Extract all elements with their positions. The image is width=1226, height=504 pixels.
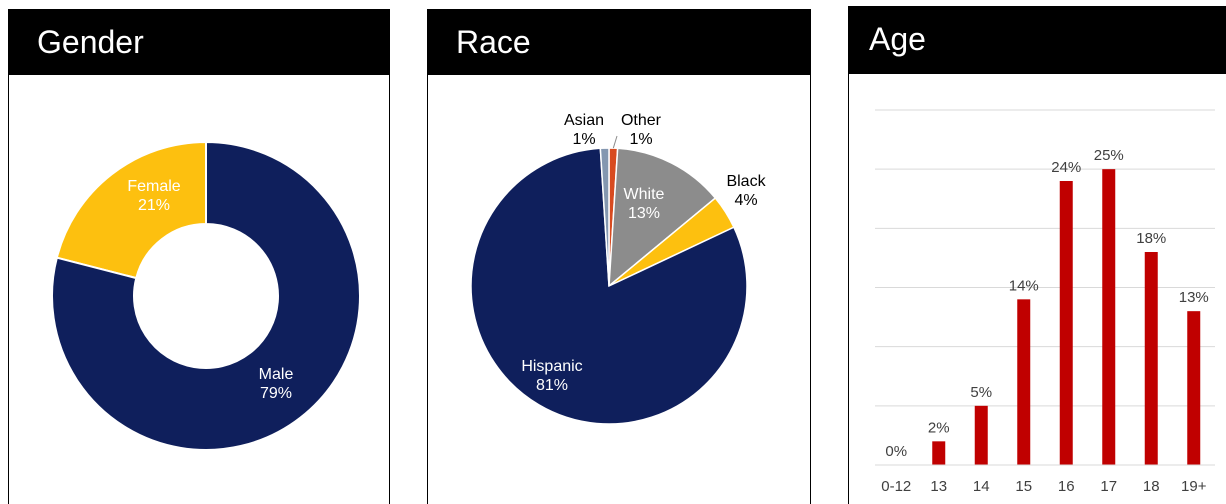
age-panel: Age 0% 0-12 2% 13 5% 14 14% 15 24% 16 25% 17 18% 18 13…: [848, 6, 1226, 504]
age-value-label-15: 14%: [1009, 277, 1039, 294]
age-tick-label-0-12: 0-12: [881, 478, 911, 495]
gender-donut-chart: Female 21% Male 79%: [51, 140, 361, 451]
age-header: Age: [849, 6, 1226, 74]
gender-panel: Gender Female 21% Male 79%: [8, 9, 390, 504]
age-tick-label-18: 18: [1143, 478, 1160, 495]
gender-title: Gender: [37, 24, 144, 60]
race-slice-black-label: Black 4%: [726, 173, 766, 209]
race-slice-asian-label: Asian 1%: [564, 112, 604, 148]
gender-header: Gender: [9, 9, 389, 75]
age-value-label-17: 25%: [1094, 147, 1124, 164]
age-tick-label-19: 19+: [1181, 478, 1207, 495]
age-bar-chart: 0% 0-12 2% 13 5% 14 14% 15 24% 16 25% 17 18% 18 13% 19+: [875, 109, 1215, 495]
race-slice-hispanic-label: Hispanic 81%: [521, 358, 582, 394]
race-slice-white: [608, 147, 717, 288]
age-bar-14: [974, 405, 988, 465]
gender-slice-male-label: Male 79%: [259, 366, 294, 402]
race-pie-chart: Hispanic 81% White 13% Black 4% Asian 1% Other 1%: [470, 112, 767, 425]
age-value-label-13: 2%: [928, 419, 950, 436]
age-tick-label-17: 17: [1100, 478, 1117, 495]
age-bar-15: [1017, 299, 1031, 465]
gender-slice-male: [51, 140, 361, 451]
race-header: Race: [428, 9, 810, 75]
race-title: Race: [456, 24, 531, 60]
age-title: Age: [869, 21, 926, 57]
gender-slice-female: [55, 140, 207, 280]
race-slice-asian: [599, 147, 610, 287]
age-tick-label-14: 14: [973, 478, 990, 495]
race-panel: Race Hispanic 81% White 13% Black 4% Asian 1% Ot…: [427, 9, 811, 504]
age-tick-label-16: 16: [1058, 478, 1075, 495]
race-slice-white-label: White 13%: [624, 186, 665, 222]
age-value-label-0-12: 0%: [885, 443, 907, 460]
age-value-label-14: 5%: [970, 384, 992, 401]
age-bar-19: [1187, 311, 1201, 465]
age-bar-13: [932, 441, 946, 465]
age-bar-16: [1059, 181, 1073, 465]
race-leader-other: [612, 135, 618, 149]
age-bar-17: [1102, 169, 1116, 465]
age-value-label-18: 18%: [1136, 230, 1166, 247]
gender-slice-female-label: Female 21%: [127, 178, 180, 214]
age-tick-label-15: 15: [1015, 478, 1032, 495]
age-bar-18: [1144, 252, 1158, 465]
race-slice-hispanic: [470, 147, 748, 425]
age-value-label-19: 13%: [1179, 289, 1209, 306]
age-tick-label-13: 13: [930, 478, 947, 495]
age-value-label-16: 24%: [1051, 159, 1081, 176]
race-slice-other-label: Other 1%: [621, 112, 662, 148]
